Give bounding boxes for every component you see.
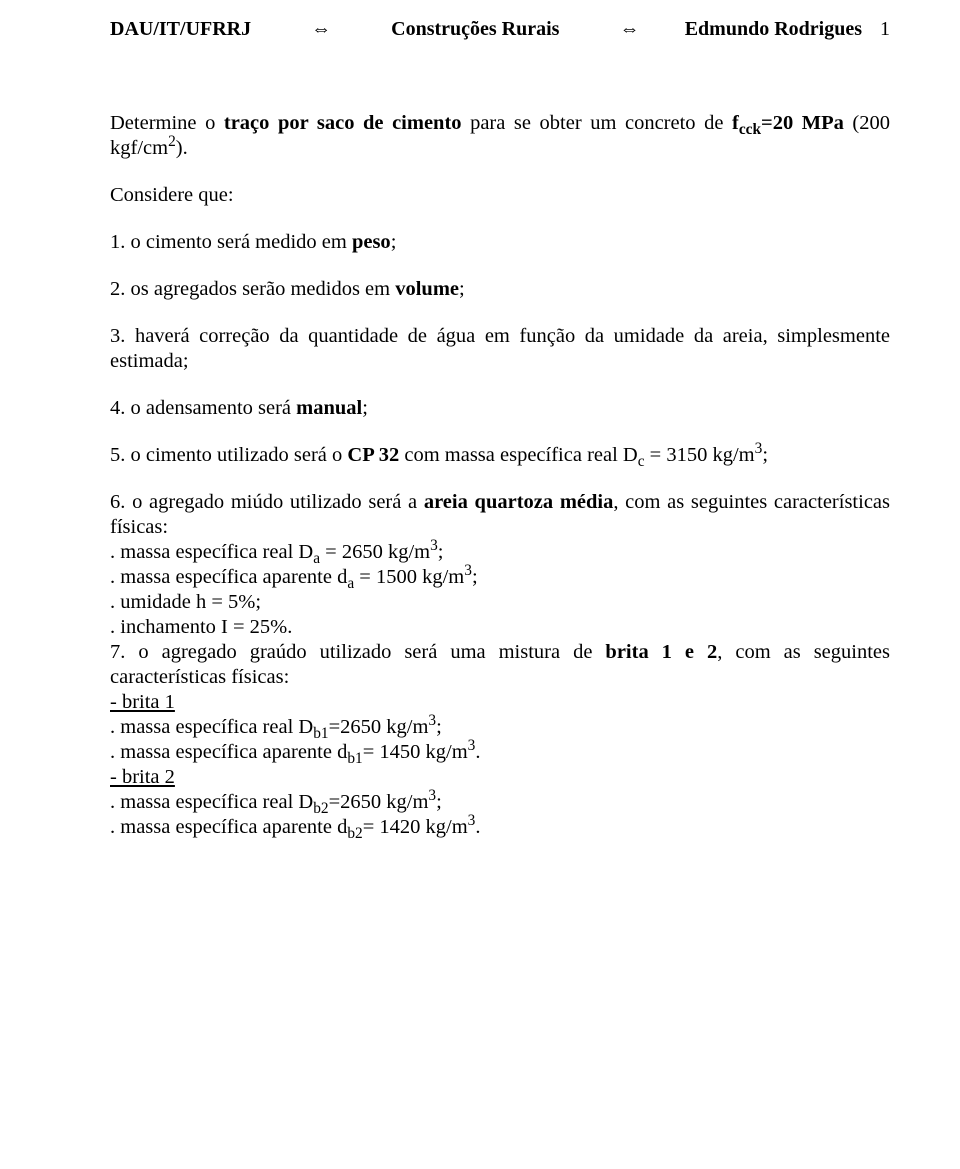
intro-paragraph: Determine o traço por saco de cimento pa…: [110, 111, 890, 161]
item-5: 5. o cimento utilizado será o CP 32 com …: [110, 443, 890, 468]
item-5-pre: 5. o cimento utilizado será o: [110, 444, 347, 466]
b1-l2-sub: b1: [347, 750, 362, 767]
header-center: Construções Rurais: [391, 18, 559, 41]
item-6-l1-pre: . massa específica real D: [110, 541, 313, 563]
intro-eq20: =20 MPa: [761, 112, 844, 134]
b1-l2-mid: = 1450 kg/m: [363, 741, 468, 763]
item-6-l1-post: ;: [438, 541, 444, 563]
item-2-bold: volume: [395, 278, 459, 300]
item-3: 3. haverá correção da quantidade de água…: [110, 324, 890, 374]
b2-l2-sub: b2: [347, 825, 362, 842]
b2-l1-sup: 3: [428, 787, 436, 804]
intro-text-1: Determine o: [110, 112, 224, 134]
intro-bold-traco: traço por saco de cimento: [224, 112, 462, 134]
b1-l2-pre: . massa específica aparente d: [110, 741, 347, 763]
item-1-pre: 1. o cimento será medido em: [110, 231, 352, 253]
item-2-pre: 2. os agregados serão medidos em: [110, 278, 395, 300]
b1-l1-post: ;: [436, 716, 442, 738]
item-5-bold: CP 32: [347, 444, 399, 466]
item-1-post: ;: [391, 231, 397, 253]
item-6-l1-mid: = 2650 kg/m: [320, 541, 430, 563]
header-right: Edmundo Rodrigues: [685, 18, 862, 41]
page: DAU/IT/UFRRJ ⇔ Construções Rurais ⇔ Edmu…: [0, 0, 960, 902]
brita-1-label: - brita 1: [110, 691, 175, 713]
intro-sup2: 2: [168, 133, 176, 150]
b2-l2-mid: = 1420 kg/m: [363, 816, 468, 838]
item-6-pre: 6. o agregado miúdo utilizado será a: [110, 491, 424, 513]
item-6: 6. o agregado miúdo utilizado será a are…: [110, 490, 890, 640]
item-4-post: ;: [362, 397, 368, 419]
item-6-l2-mid: = 1500 kg/m: [354, 566, 464, 588]
page-header: DAU/IT/UFRRJ ⇔ Construções Rurais ⇔ Edmu…: [110, 18, 890, 41]
intro-text-2: para se obter um concreto de: [462, 112, 732, 134]
item-7-pre: 7. o agregado graúdo utilizado será uma …: [110, 641, 605, 663]
b2-l1-pre: . massa específica real D: [110, 791, 313, 813]
item-7-bold: brita 1 e 2: [605, 641, 717, 663]
b1-l1-mid: =2650 kg/m: [329, 716, 429, 738]
header-arrow-2: ⇔: [619, 18, 639, 41]
item-2: 2. os agregados serão medidos em volume;: [110, 277, 890, 302]
item-5-val: = 3150 kg/m: [645, 444, 755, 466]
intro-cck-sub: cck: [739, 121, 761, 138]
item-6-l3: . umidade h = 5%;: [110, 590, 890, 615]
item-6-l2-pre: . massa específica aparente d: [110, 566, 347, 588]
item-6-l1-sup: 3: [430, 537, 438, 554]
item-4-pre: 4. o adensamento será: [110, 397, 296, 419]
b1-l2-post: .: [475, 741, 480, 763]
header-arrow-1: ⇔: [311, 18, 331, 41]
b2-l1-mid: =2650 kg/m: [329, 791, 429, 813]
brita-2-label: - brita 2: [110, 766, 175, 788]
header-left: DAU/IT/UFRRJ: [110, 18, 251, 41]
intro-f-letter: f: [732, 112, 739, 134]
item-4: 4. o adensamento será manual;: [110, 396, 890, 421]
item-7: 7. o agregado graúdo utilizado será uma …: [110, 640, 890, 840]
b2-l2-post: .: [475, 816, 480, 838]
b2-l1-post: ;: [436, 791, 442, 813]
item-6-bold: areia quartoza média: [424, 491, 614, 513]
intro-f: fcck=20 MPa: [732, 112, 844, 134]
item-1: 1. o cimento será medido em peso;: [110, 230, 890, 255]
item-4-bold: manual: [296, 397, 362, 419]
item-6-l2-sup: 3: [464, 562, 472, 579]
item-2-post: ;: [459, 278, 465, 300]
b1-l1-sup: 3: [428, 712, 436, 729]
item-6-l4: . inchamento I = 25%.: [110, 615, 890, 640]
item-1-bold: peso: [352, 231, 391, 253]
item-5-post: ;: [762, 444, 768, 466]
considere-que: Considere que:: [110, 183, 890, 208]
item-5-sub-c: c: [638, 453, 645, 470]
intro-close: ).: [176, 137, 188, 159]
page-number: 1: [880, 18, 890, 41]
item-6-l2-post: ;: [472, 566, 478, 588]
b2-l2-pre: . massa específica aparente d: [110, 816, 347, 838]
b1-l1-pre: . massa específica real D: [110, 716, 313, 738]
item-5-mid: com massa específica real D: [399, 444, 637, 466]
